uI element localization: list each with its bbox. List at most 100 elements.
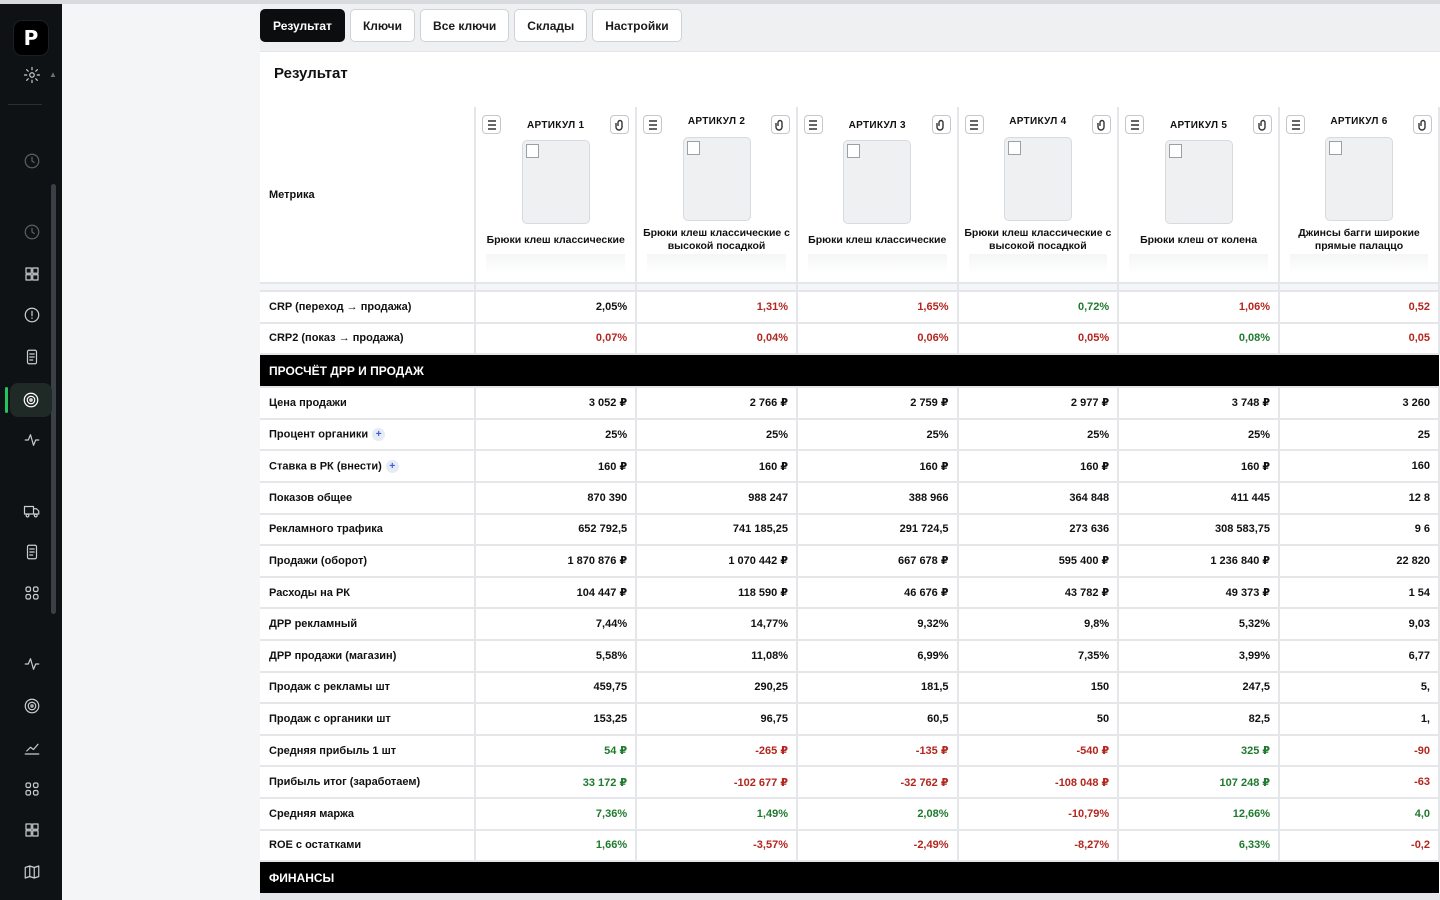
map-icon[interactable] (19, 859, 45, 885)
value-cell[interactable]: -135 ₽ (796, 734, 959, 768)
value-cell[interactable]: 1,06% (1118, 291, 1281, 324)
value-cell[interactable]: 1 236 840 ₽ (1118, 545, 1281, 578)
value-cell[interactable]: 0,07% (475, 322, 638, 356)
value-cell[interactable]: 741 185,25 (636, 513, 798, 547)
truck-icon[interactable] (19, 498, 45, 524)
grid-icon[interactable] (19, 261, 45, 287)
paperclip-icon[interactable] (1092, 115, 1112, 134)
collapse-arrow-icon[interactable]: ▲ (49, 70, 57, 79)
menu-icon[interactable] (482, 115, 502, 134)
value-cell[interactable]: -0,2 (1279, 829, 1440, 863)
tab-settings[interactable]: Настройки (592, 9, 682, 42)
value-cell[interactable]: 25 (1279, 418, 1440, 452)
document-icon[interactable] (19, 539, 45, 565)
value-cell[interactable]: 49 373 ₽ (1118, 576, 1281, 610)
paperclip-icon[interactable] (610, 115, 630, 134)
value-cell[interactable]: 273 636 (957, 513, 1120, 547)
value-cell[interactable]: 1 870 876 ₽ (475, 545, 638, 578)
apps-icon[interactable] (19, 776, 45, 802)
value-cell[interactable]: 1,65% (796, 291, 959, 324)
value-cell[interactable]: 82,5 (1118, 703, 1281, 736)
value-cell[interactable]: -10,79% (957, 797, 1120, 831)
product-image[interactable] (521, 140, 590, 224)
value-cell[interactable]: 60,5 (796, 703, 959, 736)
activity-icon[interactable] (19, 651, 45, 677)
value-cell[interactable]: 9,8% (957, 608, 1120, 641)
value-cell[interactable]: 870 390 (475, 481, 638, 515)
value-cell[interactable]: 6,33% (1118, 829, 1281, 863)
menu-icon[interactable] (1286, 115, 1306, 134)
value-cell[interactable]: 96,75 (636, 703, 798, 736)
value-cell[interactable]: 459,75 (475, 671, 638, 705)
value-cell[interactable]: 6,99% (796, 639, 959, 673)
menu-icon[interactable] (964, 115, 984, 134)
value-cell[interactable]: 1,31% (636, 291, 798, 324)
value-cell[interactable]: -3,57% (636, 829, 798, 863)
value-cell[interactable]: 5,58% (475, 639, 638, 673)
target-icon[interactable] (19, 693, 45, 719)
plus-icon[interactable]: + (372, 428, 386, 442)
value-cell[interactable]: 1 54 (1279, 576, 1440, 610)
value-cell[interactable]: 46 676 ₽ (796, 576, 959, 610)
value-cell[interactable]: 160 ₽ (957, 450, 1120, 483)
value-cell[interactable]: 25% (475, 418, 638, 452)
horizontal-scrollbar[interactable] (260, 894, 1440, 900)
paperclip-icon[interactable] (1253, 115, 1273, 134)
value-cell[interactable]: 160 ₽ (1118, 450, 1281, 483)
value-cell[interactable]: 107 248 ₽ (1118, 766, 1281, 799)
value-cell[interactable]: 652 792,5 (475, 513, 638, 547)
value-cell[interactable]: 1,66% (475, 829, 638, 863)
value-cell[interactable]: 0,52 (1279, 291, 1440, 324)
value-cell[interactable]: 0,72% (957, 291, 1120, 324)
app-logo[interactable]: P (13, 20, 49, 56)
value-cell[interactable]: -2,49% (796, 829, 959, 863)
value-cell[interactable]: 2,05% (475, 291, 638, 324)
value-cell[interactable]: 247,5 (1118, 671, 1281, 705)
value-cell[interactable]: 3 052 ₽ (475, 387, 638, 420)
value-cell[interactable]: 33 172 ₽ (475, 766, 638, 799)
value-cell[interactable]: 9 6 (1279, 513, 1440, 547)
sidebar-scrollbar[interactable] (51, 184, 56, 614)
value-cell[interactable]: 160 ₽ (636, 450, 798, 483)
value-cell[interactable]: 25% (796, 418, 959, 452)
menu-icon[interactable] (803, 115, 823, 134)
value-cell[interactable]: -90 (1279, 734, 1440, 768)
alert-icon[interactable] (19, 302, 45, 328)
tab-result[interactable]: Результат (260, 9, 345, 42)
value-cell[interactable]: 0,05% (957, 322, 1120, 356)
value-cell[interactable]: 43 782 ₽ (957, 576, 1120, 610)
plus-icon[interactable]: + (385, 459, 399, 473)
value-cell[interactable]: 0,06% (796, 322, 959, 356)
value-cell[interactable]: -63 (1279, 766, 1440, 799)
value-cell[interactable]: 22 820 (1279, 545, 1440, 578)
clock-icon[interactable] (19, 219, 45, 245)
value-cell[interactable]: 3 748 ₽ (1118, 387, 1281, 420)
value-cell[interactable]: 291 724,5 (796, 513, 959, 547)
value-cell[interactable]: 1,49% (636, 797, 798, 831)
product-image[interactable] (1164, 140, 1233, 224)
value-cell[interactable]: 25% (636, 418, 798, 452)
value-cell[interactable]: -108 048 ₽ (957, 766, 1120, 799)
value-cell[interactable]: 25% (1118, 418, 1281, 452)
value-cell[interactable]: 5, (1279, 671, 1440, 705)
value-cell[interactable]: 325 ₽ (1118, 734, 1281, 768)
value-cell[interactable]: 160 ₽ (475, 450, 638, 483)
value-cell[interactable]: 14,77% (636, 608, 798, 641)
value-cell[interactable]: -102 677 ₽ (636, 766, 798, 799)
apps-icon[interactable] (19, 580, 45, 606)
value-cell[interactable]: 0,05 (1279, 322, 1440, 356)
value-cell[interactable]: 150 (957, 671, 1120, 705)
tab-warehouses[interactable]: Склады (514, 9, 588, 42)
value-cell[interactable]: 3 260 (1279, 387, 1440, 420)
value-cell[interactable]: 411 445 (1118, 481, 1281, 515)
value-cell[interactable]: 50 (957, 703, 1120, 736)
value-cell[interactable]: 595 400 ₽ (957, 545, 1120, 578)
value-cell[interactable]: 160 (1279, 450, 1440, 483)
value-cell[interactable]: 3,99% (1118, 639, 1281, 673)
chart-line-icon[interactable] (19, 735, 45, 761)
value-cell[interactable]: 0,08% (1118, 322, 1281, 356)
value-cell[interactable]: 308 583,75 (1118, 513, 1281, 547)
paperclip-icon[interactable] (931, 115, 951, 134)
value-cell[interactable]: 2 766 ₽ (636, 387, 798, 420)
value-cell[interactable]: 2 977 ₽ (957, 387, 1120, 420)
